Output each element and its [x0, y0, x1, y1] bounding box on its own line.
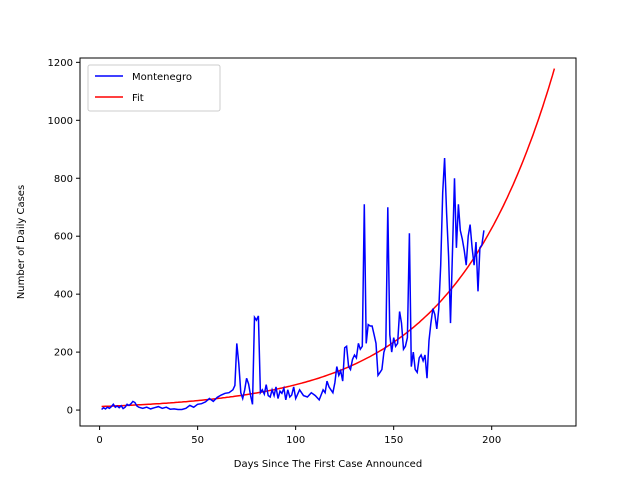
y-tick-label: 1200 — [48, 58, 73, 69]
y-tick-label: 200 — [54, 348, 73, 359]
x-tick-label: 100 — [286, 435, 305, 446]
x-tick-label: 50 — [191, 435, 204, 446]
x-axis-label: Days Since The First Case Announced — [234, 459, 422, 470]
x-axis-ticks: 0 50 100 150 200 — [96, 426, 501, 446]
legend-label-montenegro: Montenegro — [132, 72, 192, 83]
y-axis-label: Number of Daily Cases — [16, 185, 27, 299]
y-tick-label: 1000 — [48, 116, 73, 127]
x-tick-label: 200 — [482, 435, 501, 446]
y-tick-label: 600 — [54, 232, 73, 243]
x-tick-label: 150 — [384, 435, 403, 446]
plot-area — [79, 57, 577, 427]
y-tick-label: 0 — [67, 406, 73, 417]
y-axis-ticks: 0 200 400 600 800 1000 1200 — [48, 58, 80, 417]
legend-label-fit: Fit — [132, 93, 144, 104]
x-tick-label: 0 — [96, 435, 102, 446]
series-line-montenegro — [101, 157, 485, 411]
legend: Montenegro Fit — [87, 64, 221, 112]
series-line-fit — [101, 68, 556, 408]
y-tick-label: 800 — [54, 174, 73, 185]
axes-frame — [79, 57, 577, 427]
y-tick-label: 400 — [54, 290, 73, 301]
